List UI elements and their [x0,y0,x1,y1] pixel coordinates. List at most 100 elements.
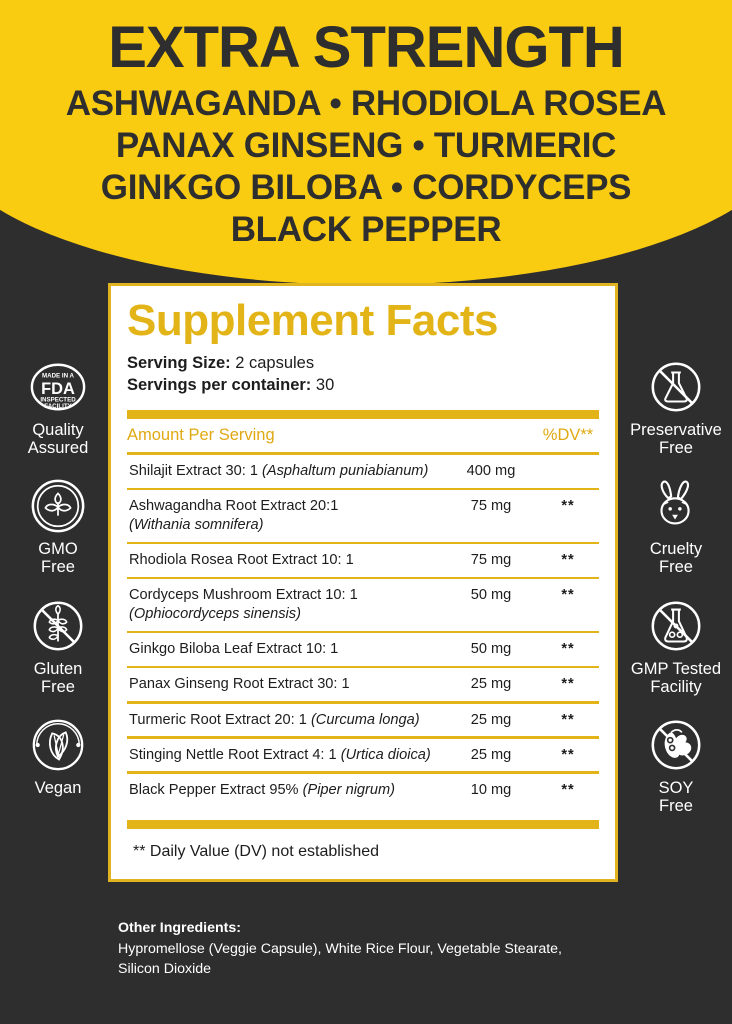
ingredient-amount: 50 mg [470,641,512,658]
other-ingredients-line: Silicon Dioxide [118,961,212,978]
ingredient-dv: ** [561,641,575,658]
ingredient-name: Stinging Nettle Root Extract 4: 1 (Urtic… [129,746,431,763]
servings-per-container-label: Servings per container: [127,376,312,395]
badge-soy-free: SOY Free [647,716,705,815]
ingredient-name: Rhodiola Rosea Root Extract 10: 1 [129,552,354,569]
product-title: EXTRA STRENGTH [108,15,625,80]
ingredient-headline-line: ASHWAGANDA • RHODIOLA ROSEA [65,84,667,124]
divider-thin [127,451,599,456]
ingredient-headline-line: PANAX GINSENG • TURMERIC [115,126,617,166]
ingredient-amount: 75 mg [470,552,512,569]
no-soybean-icon [647,716,705,774]
badge-preservative-free: Preservative Free [630,358,722,457]
badge-vegan: Vegan [29,716,87,797]
no-wheat-icon [29,597,87,655]
table-row: Black Pepper Extract 95% (Piper nigrum) … [127,774,599,807]
ingredient-amount: 10 mg [470,781,512,798]
daily-value-footnote: ** Daily Value (DV) not established [133,842,380,860]
table-row: Shilajit Extract 30: 1 (Asphaltum puniab… [127,455,599,488]
other-ingredients-heading: Other Ingredients: [118,920,241,936]
supplement-facts-panel: Supplement Facts Serving Size: 2 capsule… [108,283,618,882]
ingredient-dv: ** [561,498,575,515]
badge-cruelty-free: Cruelty Free [647,477,705,576]
column-header-dv: %DV** [542,425,594,444]
ingredient-name: Black Pepper Extract 95% (Piper nigrum) [129,781,396,798]
ingredient-amount: 75 mg [470,498,512,515]
table-column-headers: Amount Per Serving %DV** [127,419,599,452]
badge-gluten-free: Gluten Free [29,597,87,696]
row-divider [127,771,599,774]
ingredient-headline: ASHWAGANDA • RHODIOLA ROSEA PANAX GINSEN… [0,77,732,251]
ingredient-dv: ** [561,781,575,798]
ingredient-amount: 400 mg [466,463,516,480]
badge-label: GMP Tested Facility [630,659,722,696]
row-divider [127,541,599,545]
row-divider [127,701,599,704]
serving-size-label: Serving Size: [127,354,231,373]
serving-size: Serving Size: 2 capsules [127,352,599,374]
table-row: Cordyceps Mushroom Extract 10: 1 (Ophioco… [127,579,599,630]
ingredient-name: Ashwagandha Root Extract 20:1 (Withania s… [129,498,339,534]
badge-label: Cruelty Free [649,540,703,577]
badge-column-right: Preservative Free Cruelty Free [622,358,730,835]
header-band: EXTRA STRENGTH ASHWAGANDA • RHODIOLA ROS… [0,0,732,285]
ingredient-name: Turmeric Root Extract 20: 1 (Curcuma lon… [129,711,420,728]
ingredient-amount: 25 mg [470,676,512,693]
ingredient-name: Shilajit Extract 30: 1 (Asphaltum puniab… [129,463,429,480]
no-flask-bubbles-icon [647,597,705,655]
badge-gmp-tested-facility: GMP Tested Facility [631,597,721,696]
svg-text:FACILITY: FACILITY [44,403,72,410]
table-row: Turmeric Root Extract 20: 1 (Curcuma lon… [127,704,599,737]
row-divider [127,487,599,491]
servings-per-container: Servings per container: 30 [127,374,599,396]
rabbit-icon [647,477,705,535]
table-row: Panax Ginseng Root Extract 30: 1 25 mg *… [127,668,599,701]
row-divider [127,736,599,739]
ingredient-dv: ** [561,587,575,604]
svg-text:FDA: FDA [41,380,75,398]
header-content: EXTRA STRENGTH ASHWAGANDA • RHODIOLA ROS… [0,0,732,251]
ingredient-headline-line: BLACK PEPPER [230,210,502,250]
table-row: Stinging Nettle Root Extract 4: 1 (Urtic… [127,739,599,772]
badge-label: GMO Free [38,540,78,577]
panel-title: Supplement Facts [127,296,498,345]
badge-label: Vegan [34,778,82,797]
divider-thick [127,409,599,419]
ingredient-name: Panax Ginseng Root Extract 30: 1 [129,676,350,693]
leaves-icon [29,716,87,774]
badge-label: Quality Assured [27,421,89,458]
badge-column-left: MADE IN A FDA INSPECTED FACILITY Quality… [4,358,112,817]
table-row: Rhodiola Rosea Root Extract 10: 1 75 mg … [127,544,599,577]
row-divider [127,665,599,669]
row-divider [127,630,599,634]
badge-label: Gluten Free [33,659,83,696]
sprout-icon [29,477,87,535]
other-ingredients: Other Ingredients: Hypromellose (Veggie … [118,918,658,980]
row-divider [127,576,599,580]
ingredient-dv: ** [561,746,575,763]
serving-size-value: 2 capsules [235,354,315,373]
ingredient-name: Ginkgo Biloba Leaf Extract 10: 1 [129,641,339,658]
badge-label: SOY Free [658,778,694,815]
svg-text:INSPECTED: INSPECTED [40,397,76,404]
ingredient-amount: 25 mg [470,746,512,763]
table-row: Ashwagandha Root Extract 20:1 (Withania s… [127,490,599,541]
ingredient-name: Cordyceps Mushroom Extract 10: 1 (Ophioco… [129,587,358,623]
servings-per-container-value: 30 [315,376,335,395]
ingredient-headline-line: GINKGO BILOBA • CORDYCEPS [100,168,632,208]
badge-quality-assured: MADE IN A FDA INSPECTED FACILITY Quality… [27,358,89,458]
column-header-amount: Amount Per Serving [127,425,275,444]
ingredient-amount: 50 mg [470,587,512,604]
other-ingredients-line: Hypromellose (Veggie Capsule), White Ric… [118,940,562,957]
no-flask-icon [647,358,705,416]
ingredient-dv: ** [561,711,575,728]
ingredient-dv: ** [561,552,575,569]
svg-text:MADE IN A: MADE IN A [42,372,75,379]
divider-thick-bottom [127,819,599,829]
fda-inspected-facility-icon: MADE IN A FDA INSPECTED FACILITY [29,358,87,416]
ingredient-dv: ** [561,676,575,693]
badge-gmo-free: GMO Free [29,477,87,576]
ingredient-amount: 25 mg [470,711,512,728]
table-row: Ginkgo Biloba Leaf Extract 10: 1 50 mg *… [127,633,599,666]
